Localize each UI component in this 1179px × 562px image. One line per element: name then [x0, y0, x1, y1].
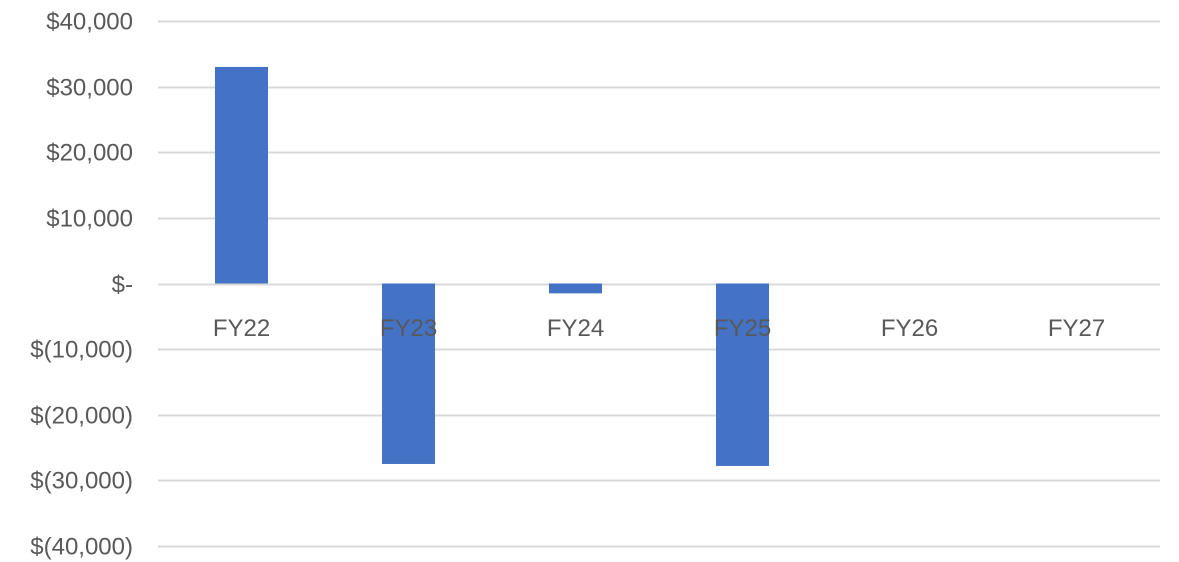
bar-fy23 [382, 283, 435, 464]
bar-fy22 [215, 66, 268, 284]
y-tick-label: $40,000 [46, 9, 133, 36]
y-tick-label: $10,000 [46, 206, 133, 233]
x-tick-label: FY26 [881, 315, 938, 342]
y-axis-tick-labels: $40,000 $30,000 $20,000 $10,000 $- $(10,000) $… [30, 9, 133, 561]
y-tick-label: $(30,000) [30, 468, 133, 495]
y-tick-label: $- [112, 272, 133, 299]
y-tick-label: $30,000 [46, 75, 133, 102]
bars [215, 66, 769, 466]
bar-fy25 [716, 283, 769, 466]
bar-fy24 [549, 283, 602, 294]
x-tick-label: FY23 [380, 315, 437, 342]
gridlines [158, 20, 1160, 548]
x-tick-label: FY22 [213, 315, 270, 342]
x-axis-tick-labels: FY22 FY23 FY24 FY25 FY26 FY27 [213, 315, 1105, 342]
x-tick-label: FY27 [1048, 315, 1105, 342]
x-tick-label: FY25 [714, 315, 771, 342]
y-tick-label: $(10,000) [30, 337, 133, 364]
y-tick-label: $(20,000) [30, 403, 133, 430]
y-tick-label: $20,000 [46, 140, 133, 167]
y-tick-label: $(40,000) [30, 534, 133, 561]
x-tick-label: FY24 [547, 315, 604, 342]
